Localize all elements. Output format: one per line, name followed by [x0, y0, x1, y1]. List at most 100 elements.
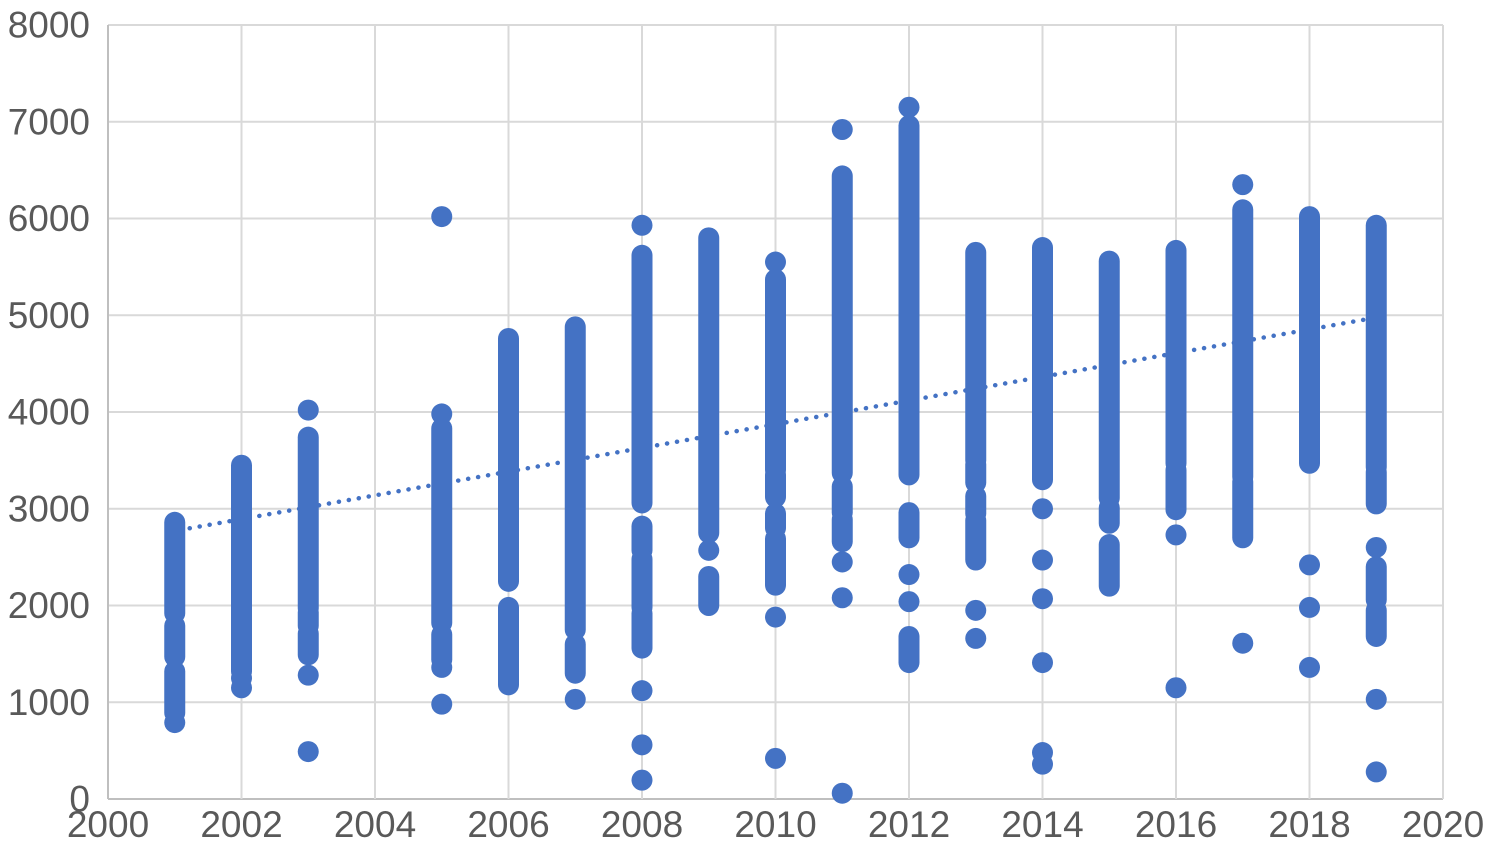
- data-point-strip: [564, 316, 586, 641]
- data-point: [965, 627, 987, 649]
- data-point: [1032, 588, 1053, 610]
- data-point: [631, 769, 653, 791]
- data-point: [898, 96, 920, 118]
- data-point-strip: [231, 454, 252, 682]
- data-point-strip: [831, 165, 853, 484]
- data-point-strip: [765, 528, 786, 596]
- data-point-strip: [498, 327, 519, 592]
- data-point-strip: [631, 515, 653, 561]
- data-point: [831, 551, 853, 573]
- data-point-strip: [1365, 461, 1387, 515]
- x-axis-tick-label: 2014: [1001, 804, 1083, 845]
- y-axis-tick-label: 8000: [8, 5, 90, 46]
- data-point: [898, 564, 920, 586]
- data-point-strip: [1165, 239, 1187, 474]
- data-point-strip: [1232, 199, 1254, 488]
- y-axis-tick-label: 5000: [8, 295, 90, 336]
- data-point: [1032, 652, 1053, 674]
- data-point: [1032, 549, 1053, 571]
- data-point-strip: [1165, 459, 1187, 521]
- data-point: [297, 741, 319, 763]
- data-point-strip: [498, 596, 519, 696]
- data-point-strip: [898, 115, 920, 486]
- data-point: [898, 591, 920, 613]
- data-point: [231, 677, 252, 699]
- data-point-strip: [698, 227, 720, 544]
- data-point: [965, 599, 987, 621]
- trendline: [177, 314, 1381, 533]
- data-point-strip: [1232, 471, 1254, 549]
- data-point-strip: [164, 615, 186, 668]
- x-axis-tick-label: 2002: [200, 804, 282, 845]
- data-point: [765, 747, 786, 769]
- x-axis-tick-label: 2004: [334, 804, 416, 845]
- x-axis-tick-label: 2000: [67, 804, 149, 845]
- data-point: [698, 539, 720, 561]
- x-axis-tick-label: 2010: [734, 804, 816, 845]
- data-point-strip: [965, 453, 987, 494]
- data-point: [1032, 498, 1053, 520]
- data-point: [164, 712, 186, 734]
- y-axis-tick-label: 0: [69, 779, 90, 820]
- data-point: [1365, 761, 1387, 783]
- data-point-strip: [297, 426, 319, 619]
- data-point-strip: [831, 508, 853, 553]
- data-point: [765, 251, 786, 273]
- y-axis-tick-label: 2000: [8, 585, 90, 626]
- data-point-strip: [164, 511, 186, 624]
- data-point-strip: [1365, 556, 1387, 611]
- data-point: [1165, 524, 1187, 546]
- data-point: [1365, 688, 1387, 710]
- data-point: [1232, 632, 1254, 654]
- data-point: [1165, 677, 1187, 699]
- data-point-strip: [1098, 497, 1120, 534]
- data-point-strip: [297, 623, 319, 666]
- y-axis-tick-label: 6000: [8, 198, 90, 239]
- data-point-strip: [564, 633, 586, 684]
- data-point-strip: [631, 244, 653, 514]
- x-axis-tick-label: 2006: [467, 804, 549, 845]
- data-point: [1299, 596, 1320, 618]
- data-point-strip: [898, 625, 920, 674]
- data-point: [1365, 536, 1387, 558]
- data-point: [431, 403, 453, 425]
- data-point-strip: [698, 565, 720, 616]
- data-point: [765, 606, 786, 628]
- data-point: [297, 664, 319, 686]
- data-point: [831, 118, 853, 140]
- data-point-strip: [965, 509, 987, 571]
- data-point-strip: [1098, 250, 1120, 509]
- x-axis-tick-label: 2012: [868, 804, 950, 845]
- x-axis-tick-label: 2008: [601, 804, 683, 845]
- data-point: [564, 688, 586, 710]
- data-point-strip: [765, 464, 786, 508]
- data-point: [631, 734, 653, 756]
- data-point: [1232, 174, 1254, 196]
- data-point-strip: [898, 502, 920, 549]
- data-point: [431, 693, 453, 715]
- data-point-strip: [631, 602, 653, 659]
- y-axis-tick-label: 3000: [8, 488, 90, 529]
- x-axis-tick-label: 2016: [1135, 804, 1217, 845]
- y-axis-tick-label: 1000: [8, 682, 90, 723]
- data-point-strip: [965, 241, 987, 471]
- data-point: [1032, 753, 1053, 775]
- data-point: [431, 206, 453, 228]
- data-point: [631, 680, 653, 702]
- y-axis-tick-label: 7000: [8, 101, 90, 142]
- data-point-strip: [631, 548, 653, 618]
- data-point: [1299, 554, 1320, 576]
- x-axis-tick-label: 2020: [1402, 804, 1484, 845]
- data-point: [297, 399, 319, 421]
- data-point-strip: [1299, 206, 1320, 474]
- data-point: [631, 214, 653, 236]
- data-point-strip: [1365, 599, 1387, 647]
- y-axis-tick-label: 4000: [8, 392, 90, 433]
- data-point-strip: [765, 268, 786, 481]
- data-point-strip: [1098, 534, 1120, 597]
- data-point-strip: [164, 660, 186, 724]
- data-point: [831, 587, 853, 609]
- data-point-strip: [1032, 237, 1053, 491]
